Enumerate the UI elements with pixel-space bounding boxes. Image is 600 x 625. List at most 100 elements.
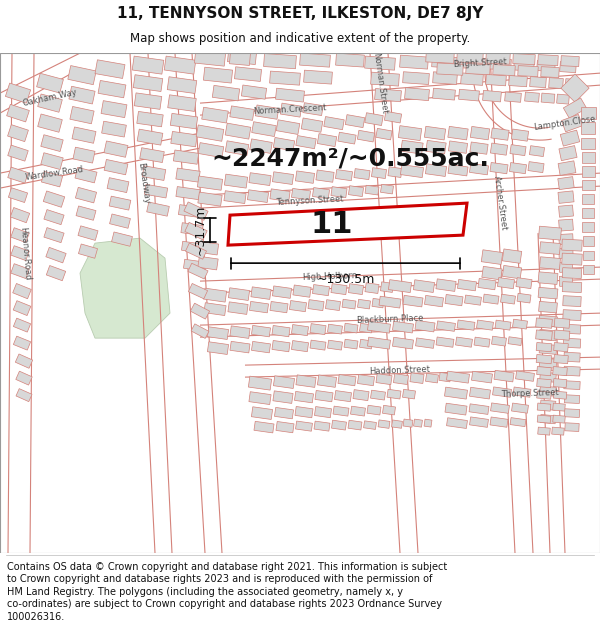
Text: ~2247m²/~0.555ac.: ~2247m²/~0.555ac. (211, 146, 489, 170)
Polygon shape (478, 279, 496, 290)
Polygon shape (518, 66, 538, 77)
Polygon shape (445, 294, 463, 306)
Polygon shape (483, 294, 499, 304)
Polygon shape (558, 161, 576, 176)
Polygon shape (388, 167, 402, 177)
Polygon shape (229, 51, 251, 66)
Polygon shape (490, 143, 508, 155)
Polygon shape (426, 141, 446, 154)
Polygon shape (536, 366, 551, 376)
Polygon shape (400, 164, 424, 177)
Polygon shape (134, 93, 162, 109)
Polygon shape (274, 408, 293, 419)
Polygon shape (491, 403, 509, 413)
Polygon shape (387, 389, 401, 399)
Polygon shape (530, 77, 547, 88)
Polygon shape (536, 354, 552, 364)
Polygon shape (295, 391, 314, 403)
Polygon shape (338, 374, 356, 386)
Polygon shape (38, 114, 62, 132)
Polygon shape (198, 256, 218, 270)
Polygon shape (16, 389, 32, 402)
Polygon shape (250, 301, 269, 313)
Polygon shape (371, 390, 385, 400)
Polygon shape (208, 327, 229, 339)
Polygon shape (176, 168, 200, 182)
Polygon shape (502, 266, 521, 279)
Polygon shape (491, 336, 506, 346)
Polygon shape (11, 264, 29, 279)
Polygon shape (400, 55, 428, 69)
Polygon shape (565, 395, 580, 404)
Polygon shape (376, 374, 392, 384)
Polygon shape (46, 266, 65, 281)
Polygon shape (461, 73, 484, 86)
Polygon shape (249, 392, 271, 404)
Polygon shape (208, 342, 229, 354)
Polygon shape (583, 251, 593, 259)
Polygon shape (383, 406, 395, 415)
Polygon shape (558, 177, 574, 189)
Polygon shape (371, 72, 400, 86)
Polygon shape (235, 67, 262, 81)
Polygon shape (137, 129, 163, 145)
Polygon shape (562, 282, 582, 292)
Polygon shape (280, 103, 302, 117)
Polygon shape (292, 324, 308, 336)
Polygon shape (398, 126, 422, 141)
Text: Norman.Street: Norman.Street (371, 52, 389, 114)
Polygon shape (583, 264, 593, 274)
Polygon shape (513, 387, 531, 398)
Polygon shape (424, 126, 446, 140)
Polygon shape (445, 403, 467, 415)
Polygon shape (385, 111, 401, 123)
Polygon shape (481, 250, 503, 264)
Polygon shape (203, 68, 233, 83)
Polygon shape (342, 299, 356, 309)
Polygon shape (404, 88, 430, 101)
Polygon shape (470, 142, 488, 154)
Polygon shape (344, 323, 358, 333)
Polygon shape (107, 177, 129, 192)
Polygon shape (251, 407, 272, 419)
Polygon shape (539, 257, 560, 269)
Polygon shape (331, 187, 347, 198)
Polygon shape (228, 302, 248, 314)
Polygon shape (401, 140, 423, 154)
Polygon shape (413, 280, 434, 292)
Polygon shape (328, 324, 343, 334)
Polygon shape (457, 51, 483, 63)
Polygon shape (181, 222, 203, 236)
Polygon shape (44, 209, 64, 224)
Polygon shape (540, 414, 556, 424)
Polygon shape (515, 371, 535, 381)
Polygon shape (296, 421, 313, 431)
Polygon shape (204, 302, 226, 316)
Polygon shape (490, 162, 508, 174)
Polygon shape (563, 338, 581, 348)
Polygon shape (272, 172, 293, 184)
Polygon shape (184, 259, 205, 271)
Polygon shape (367, 321, 391, 333)
Polygon shape (437, 321, 455, 331)
Polygon shape (394, 374, 409, 384)
Polygon shape (541, 67, 559, 78)
Polygon shape (474, 337, 490, 347)
Polygon shape (225, 123, 251, 139)
Polygon shape (564, 366, 580, 376)
Polygon shape (168, 95, 196, 111)
Polygon shape (188, 284, 208, 299)
Polygon shape (482, 91, 502, 102)
Polygon shape (181, 241, 203, 253)
Polygon shape (559, 146, 577, 161)
Polygon shape (296, 375, 316, 388)
Polygon shape (133, 75, 163, 91)
Polygon shape (146, 202, 169, 216)
Polygon shape (296, 136, 316, 149)
Polygon shape (254, 421, 274, 433)
Polygon shape (73, 147, 95, 163)
Polygon shape (229, 288, 250, 301)
Polygon shape (563, 296, 581, 307)
Polygon shape (359, 323, 373, 333)
Polygon shape (354, 169, 370, 179)
